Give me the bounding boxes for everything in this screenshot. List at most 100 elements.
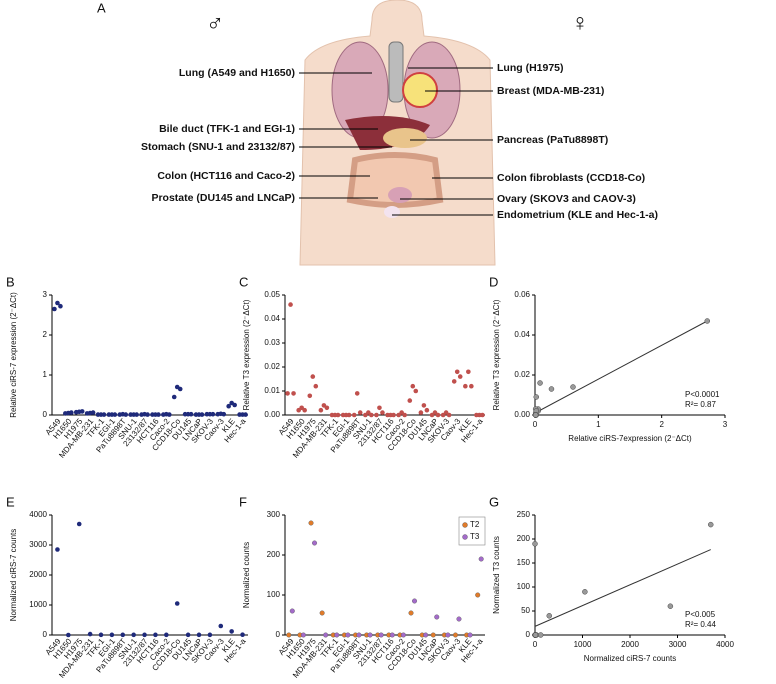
- x-axis-label: Normalized ciRS-7 counts: [584, 654, 676, 663]
- data-point: [708, 521, 714, 528]
- data-point: [369, 412, 374, 418]
- data-point: [475, 592, 481, 598]
- data-point: [346, 412, 352, 418]
- data-point: [457, 374, 463, 379]
- data-point: [374, 412, 379, 418]
- data-point: [391, 412, 396, 418]
- data-point: [101, 412, 107, 417]
- y-tick-label: 0: [276, 630, 281, 639]
- legend-label: T2: [470, 520, 480, 529]
- y-tick-label: 0: [526, 630, 531, 639]
- data-point: [335, 412, 341, 418]
- data-point: [302, 407, 307, 413]
- annotation: P<0.0001: [685, 390, 720, 399]
- trachea: [388, 41, 404, 103]
- y-tick-label: 3: [43, 290, 48, 299]
- organ-label: Ovary (SKOV3 and CAOV-3): [497, 193, 636, 205]
- data-point: [356, 632, 362, 638]
- data-point: [454, 369, 460, 375]
- data-point: [318, 407, 324, 413]
- y-tick-label: 2000: [29, 570, 47, 579]
- panel-label: F: [239, 494, 247, 509]
- data-point: [310, 374, 316, 379]
- x-axis-label: Relative ciRS-7expression (2⁻ΔCt): [568, 434, 692, 443]
- data-point: [289, 608, 295, 614]
- data-point: [145, 412, 150, 417]
- organ-label: Pancreas (PaTu8898T): [497, 134, 608, 146]
- data-point: [218, 623, 224, 629]
- legend-label: T3: [470, 532, 480, 541]
- annotation: R²= 0.44: [685, 620, 716, 629]
- data-point: [402, 412, 407, 418]
- data-point: [210, 411, 216, 417]
- data-point: [423, 632, 429, 638]
- data-point: [285, 391, 290, 396]
- y-tick-label: 2: [43, 330, 48, 339]
- y-tick-label: 100: [517, 582, 531, 591]
- stomach: [383, 128, 427, 148]
- data-point: [570, 384, 576, 390]
- y-tick-label: 0.05: [264, 290, 280, 299]
- uterus: [388, 187, 412, 203]
- data-point: [87, 631, 93, 637]
- data-point: [90, 410, 96, 415]
- annotation: P<0.005: [685, 610, 716, 619]
- data-point: [407, 398, 413, 403]
- y-tick-label: 150: [517, 558, 531, 567]
- data-point: [418, 410, 424, 415]
- data-point: [435, 412, 441, 418]
- data-point: [300, 632, 306, 638]
- data-point: [445, 632, 451, 638]
- data-point: [463, 383, 468, 389]
- y-tick-label: 50: [521, 606, 530, 615]
- organ-label: Lung (A549 and H1650): [179, 67, 295, 79]
- data-point: [467, 632, 473, 638]
- y-axis-label: Relative T3 expression (2⁻ΔCt): [492, 299, 501, 410]
- y-axis-label: Normalized counts: [242, 542, 251, 608]
- legend-marker: [462, 522, 468, 528]
- data-point: [354, 391, 360, 396]
- legend-marker: [462, 534, 468, 540]
- data-point: [142, 632, 147, 638]
- y-axis-label: Normalized ciRS-7 counts: [9, 529, 18, 621]
- y-tick-label: 0.06: [514, 290, 530, 299]
- data-point: [533, 394, 540, 400]
- x-tick-label: 1: [596, 420, 601, 429]
- data-point: [229, 629, 234, 634]
- male-symbol: ♂: [206, 9, 224, 36]
- data-point: [548, 386, 555, 392]
- data-point: [532, 412, 539, 418]
- x-tick-label: 1000: [574, 640, 592, 649]
- data-point: [424, 407, 430, 413]
- organ-label: Endometrium (KLE and Hec-1-a): [497, 209, 658, 221]
- data-point: [469, 383, 474, 389]
- data-point: [351, 412, 357, 418]
- y-axis-label: Normalized T3 counts: [492, 536, 501, 614]
- prostate: [384, 206, 400, 218]
- data-point: [55, 300, 60, 306]
- data-point: [207, 632, 213, 638]
- data-point: [313, 383, 319, 389]
- data-point: [323, 632, 329, 638]
- organ-label: Colon fibroblasts (CCD18-Co): [497, 172, 645, 184]
- y-tick-label: 250: [517, 510, 531, 519]
- data-point: [532, 541, 538, 547]
- data-point: [412, 598, 418, 604]
- data-point: [334, 632, 340, 638]
- female-symbol: ♀: [571, 9, 589, 36]
- data-point: [478, 556, 484, 562]
- data-point: [546, 613, 552, 619]
- y-tick-label: 0.01: [264, 386, 280, 395]
- x-tick-label: 4000: [716, 640, 734, 649]
- y-tick-label: 1: [43, 370, 48, 379]
- data-point: [58, 303, 63, 309]
- legend-box: [458, 516, 486, 546]
- colon: [346, 152, 444, 208]
- data-point: [434, 614, 440, 620]
- annotation: R²= 0.87: [685, 400, 716, 409]
- y-axis-label: Relative ciRS-7 expression (2⁻ΔCt): [9, 292, 18, 418]
- data-point: [430, 632, 436, 638]
- x-tick-label: 3: [723, 420, 728, 429]
- organ-label: Prostate (DU145 and LNCaP): [151, 192, 295, 204]
- data-point: [55, 547, 60, 552]
